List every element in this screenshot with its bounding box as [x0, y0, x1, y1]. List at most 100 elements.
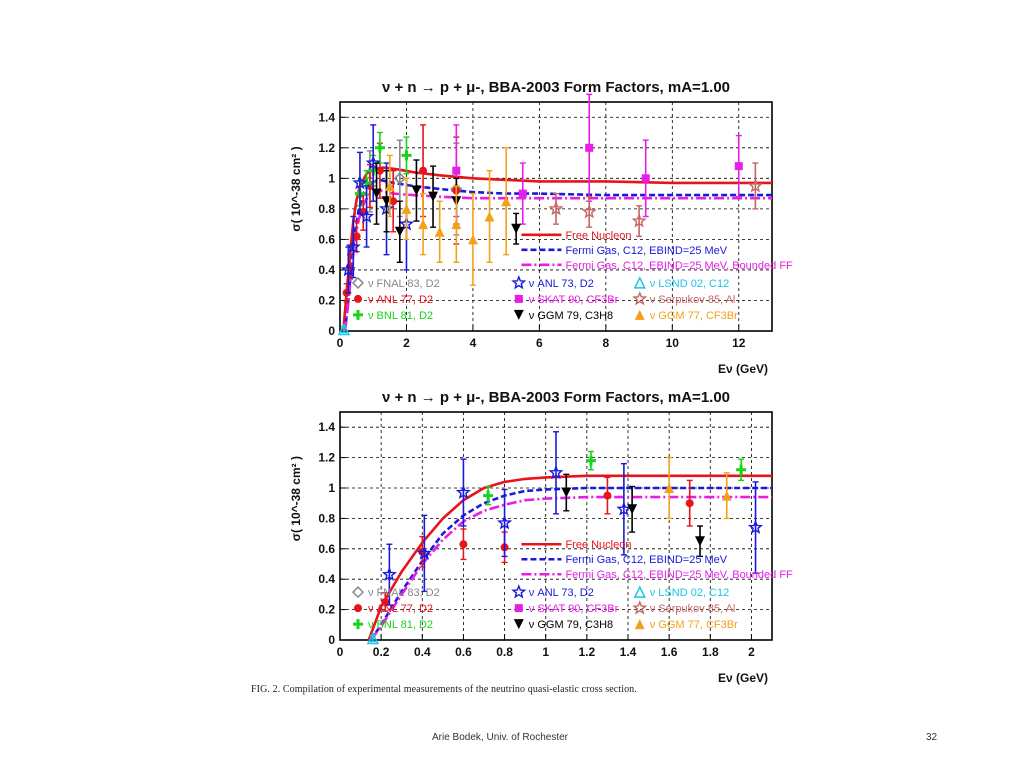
data-point	[419, 166, 428, 175]
y-tick-label: 0.2	[318, 293, 335, 307]
data-point	[548, 464, 564, 480]
x-tick-label: 10	[666, 336, 680, 350]
x-tick-label: 1.4	[620, 645, 637, 659]
x-tick-label: 0.8	[496, 645, 513, 659]
data-point	[585, 143, 594, 152]
y-tick-label: 1.4	[318, 110, 335, 124]
legend-marker	[511, 584, 527, 599]
legend-marker	[354, 604, 362, 613]
x-axis-label: Eν (GeV)	[718, 362, 768, 376]
y-tick-label: 0	[328, 324, 335, 338]
data-point	[455, 484, 471, 499]
x-tick-label: 4	[470, 336, 477, 350]
y-axis-label: σ( 10^-38 cm² )	[289, 146, 303, 231]
legend-marker-label: ν FNAL 83, D2	[368, 587, 440, 599]
legend-marker-label: ν ANL 73, D2	[529, 278, 594, 290]
data-series-group	[664, 456, 732, 520]
data-point	[374, 142, 385, 153]
legend-marker	[353, 619, 363, 630]
x-axis-label: Eν (GeV)	[718, 671, 768, 685]
x-tick-label: 1.8	[702, 645, 719, 659]
data-point	[627, 504, 638, 515]
data-point	[721, 490, 732, 501]
legend-line-label: Fermi Gas, C12, EBIND=25 MeV	[565, 554, 727, 566]
legend-marker-label: ν GGM 77, CF3Br	[650, 619, 738, 631]
legend-marker	[513, 309, 524, 320]
y-tick-label: 1.4	[318, 420, 335, 434]
data-point	[452, 166, 461, 175]
data-series	[366, 431, 764, 645]
model-curves	[367, 474, 772, 641]
model-curve-line	[369, 495, 772, 641]
data-point	[631, 213, 647, 228]
data-point	[467, 234, 478, 245]
chart-top: ν + n → p + μ-, BBA-2003 Form Factors, m…	[289, 79, 793, 376]
data-point	[511, 223, 522, 234]
data-point	[381, 598, 390, 606]
data-point	[401, 203, 412, 214]
y-tick-label: 1	[328, 171, 335, 185]
tick-labels: 0 0.2 0.4 0.6 0.8 1 1.2 1.4 1.6 1.8 2 0 0.2 0.4 0.6 0.8…	[318, 420, 755, 659]
legend-marker	[513, 619, 524, 630]
legend-marker-label: ν Serpukov 85, Al	[650, 294, 736, 306]
data-series-group	[483, 450, 747, 506]
footer-author: Arie Bodek, Univ. of Rochester	[432, 732, 568, 743]
data-point	[497, 515, 513, 530]
data-point	[345, 239, 361, 254]
data-point	[401, 150, 412, 161]
data-point	[337, 322, 351, 336]
legend-marker-label: ν SKAT 90, CF3Br	[529, 294, 619, 306]
data-point	[375, 166, 384, 175]
x-tick-label: 0.2	[373, 645, 390, 659]
data-series-group	[384, 147, 512, 286]
y-tick-label: 1.2	[318, 451, 335, 465]
legend-marker	[634, 619, 645, 630]
y-tick-label: 0.4	[318, 572, 335, 586]
data-point	[695, 536, 705, 547]
legend-line-label: Fermi Gas, C12, EBIND=25 MeV, Bounded FF	[565, 569, 793, 581]
x-tick-label: 8	[603, 336, 610, 350]
data-point	[359, 208, 375, 223]
model-curve-line	[367, 474, 772, 641]
data-point	[434, 226, 445, 237]
data-point	[352, 232, 361, 241]
y-tick-label: 0.8	[318, 511, 335, 525]
y-tick-label: 0.4	[318, 263, 335, 277]
legend-marker-label: ν GGM 79, C3H8	[529, 310, 613, 322]
legend-marker	[633, 585, 646, 598]
legend: Free Nucleon Fermi Gas, C12, EBIND=25 MeV…	[351, 539, 793, 631]
legend-line-label: Fermi Gas, C12, EBIND=25 MeV, Bounded FF	[565, 260, 793, 272]
data-point	[381, 566, 397, 582]
legend-marker-label: ν LSND 02, C12	[650, 278, 729, 290]
data-point	[366, 631, 380, 645]
legend-marker-label: ν Serpukov 85, Al	[650, 603, 736, 615]
data-series-group	[381, 431, 764, 606]
data-point	[381, 196, 392, 207]
x-tick-label: 1.2	[579, 645, 596, 659]
data-point	[685, 499, 694, 508]
x-tick-label: 0	[337, 645, 344, 659]
x-tick-label: 2	[403, 336, 410, 350]
data-series-group	[371, 159, 522, 263]
model-curve-line	[369, 486, 772, 641]
data-point	[484, 211, 495, 222]
data-point	[384, 180, 395, 191]
legend-line-label: Free Nucleon	[565, 539, 631, 551]
legend-marker	[511, 274, 527, 290]
y-tick-label: 1	[328, 481, 335, 495]
chart-title: ν + n → p + μ-, BBA-2003 Form Factors, m…	[382, 389, 730, 406]
data-point	[352, 175, 368, 190]
data-point	[641, 174, 650, 183]
legend-marker-label: ν ANL 77, D2	[368, 294, 433, 306]
legend-marker	[633, 276, 646, 289]
legend-marker	[351, 586, 365, 599]
data-point	[747, 519, 764, 534]
footer-page-number: 32	[926, 732, 938, 743]
x-tick-label: 2	[748, 645, 755, 659]
data-point	[365, 155, 381, 170]
data-point	[416, 545, 432, 560]
data-point	[411, 185, 422, 196]
legend-marker-label: ν ANL 73, D2	[529, 587, 594, 599]
data-series-group	[561, 473, 705, 558]
y-tick-label: 0.6	[318, 542, 335, 556]
